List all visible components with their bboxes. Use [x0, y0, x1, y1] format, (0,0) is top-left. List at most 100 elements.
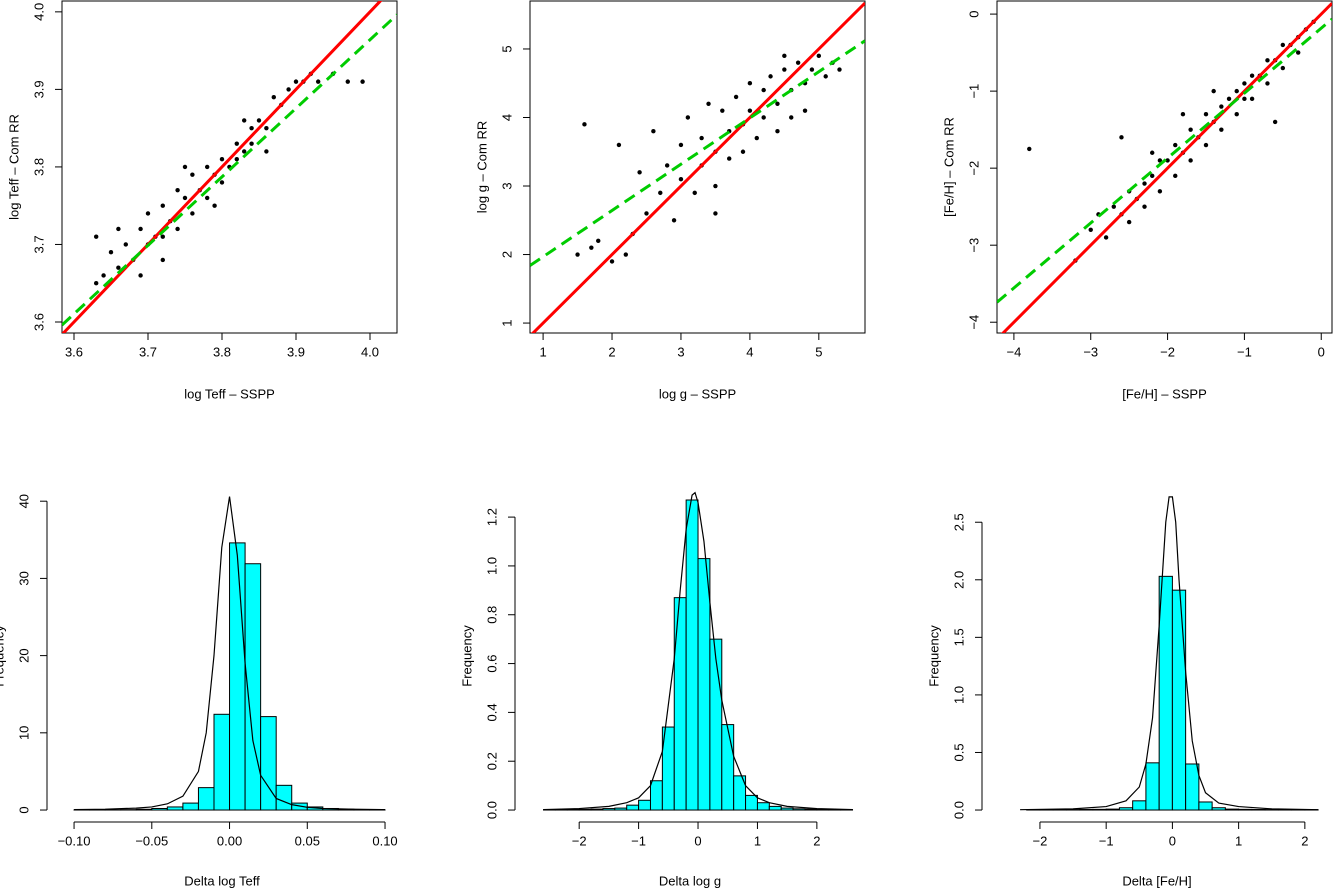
x-tick-label: 0 [694, 833, 701, 848]
point [1226, 96, 1232, 102]
x-axis-label: log g – SSPP [659, 386, 736, 401]
x-tick-label: 3.9 [287, 344, 305, 359]
bar [166, 806, 184, 811]
y-tick-label: 0 [966, 10, 981, 17]
point [651, 128, 656, 134]
y-axis-label: Frequency [0, 625, 6, 687]
bar [768, 805, 782, 811]
point [190, 211, 195, 216]
point [1242, 81, 1247, 86]
y-tick-label: 4.0 [31, 3, 46, 21]
point [768, 74, 773, 79]
y-tick-label: 20 [16, 648, 31, 662]
point [678, 176, 684, 182]
point [664, 163, 670, 168]
point [1280, 42, 1286, 48]
bar [213, 713, 231, 811]
bar [1105, 808, 1120, 811]
panel: −2 −1 0 1 2 0.0 0.2 0.4 0.6 0.8 1.0 1.2 Delta log g F… [459, 491, 854, 888]
y-tick-label: 3.8 [31, 158, 46, 176]
point [93, 234, 99, 239]
bar [182, 802, 199, 811]
point [1180, 112, 1186, 117]
point [754, 135, 759, 141]
x-tick-label: 2 [1301, 833, 1308, 848]
point [182, 195, 188, 201]
y-tick-label: 0.6 [484, 655, 499, 673]
point [271, 94, 276, 100]
y-tick-label: 0.2 [484, 752, 499, 770]
plot-area [997, 2, 1332, 333]
y-tick-label: −2 [966, 161, 981, 176]
point [713, 211, 718, 216]
bar [1224, 808, 1240, 811]
point [138, 273, 143, 278]
fit-line [997, 17, 1332, 304]
point [685, 115, 691, 120]
fit-line [62, 1, 383, 333]
point [596, 238, 601, 244]
point [360, 79, 365, 84]
point [795, 60, 801, 65]
point [1173, 173, 1178, 179]
point [219, 180, 225, 185]
point [234, 156, 239, 162]
point [720, 108, 725, 113]
point [678, 142, 684, 148]
point [1234, 112, 1239, 117]
point [116, 226, 121, 232]
plot-box [996, 0, 1333, 334]
x-tick-label: 0.10 [372, 833, 397, 848]
point [249, 141, 254, 146]
point [138, 226, 143, 232]
x-tick-label: 3.8 [213, 344, 231, 359]
bar [229, 542, 246, 811]
bar [614, 807, 628, 811]
panel: −4 −3 −2 −1 0 −4 −3 −2 −1 0 [Fe/H] – SSPP [Fe/H] – … [941, 0, 1333, 401]
x-tick-label: −1 [631, 833, 646, 848]
point [293, 79, 299, 84]
x-tick-label: 4.0 [361, 344, 379, 359]
y-tick-label: 5 [499, 45, 514, 52]
point [175, 226, 180, 232]
x-axis-label: Delta [Fe/H] [1122, 873, 1191, 888]
density-curve [74, 496, 386, 811]
bar [1145, 762, 1160, 811]
x-tick-label: 3.6 [65, 344, 83, 359]
point [1265, 81, 1270, 86]
point [802, 108, 808, 113]
plot-area [62, 1, 397, 333]
fit-line [530, 39, 865, 267]
point [1242, 96, 1247, 102]
y-tick-label: 1.0 [951, 686, 966, 704]
point [241, 149, 247, 154]
x-tick-label: 0 [1318, 344, 1325, 359]
y-tick-label: 30 [16, 571, 31, 585]
point [761, 87, 766, 93]
point [740, 149, 746, 154]
point [809, 67, 815, 72]
point [160, 257, 165, 263]
x-tick-label: 0.05 [295, 833, 320, 848]
x-tick-label: −2 [572, 833, 587, 848]
x-tick-label: 1 [754, 833, 761, 848]
point [706, 101, 711, 106]
bar [1132, 800, 1147, 811]
bar [260, 716, 277, 811]
point [1157, 158, 1163, 163]
point [1027, 146, 1032, 152]
point [204, 195, 210, 201]
point [747, 81, 753, 86]
y-axis-label: [Fe/H] – Com RR [941, 117, 956, 217]
point [108, 250, 114, 255]
point [116, 265, 121, 270]
y-tick-label: 2 [499, 251, 514, 258]
point [658, 190, 663, 196]
point [1088, 227, 1093, 232]
point [1126, 219, 1132, 225]
point [1142, 181, 1147, 186]
bar [1079, 808, 1094, 811]
point [823, 74, 828, 79]
point [1173, 142, 1178, 148]
